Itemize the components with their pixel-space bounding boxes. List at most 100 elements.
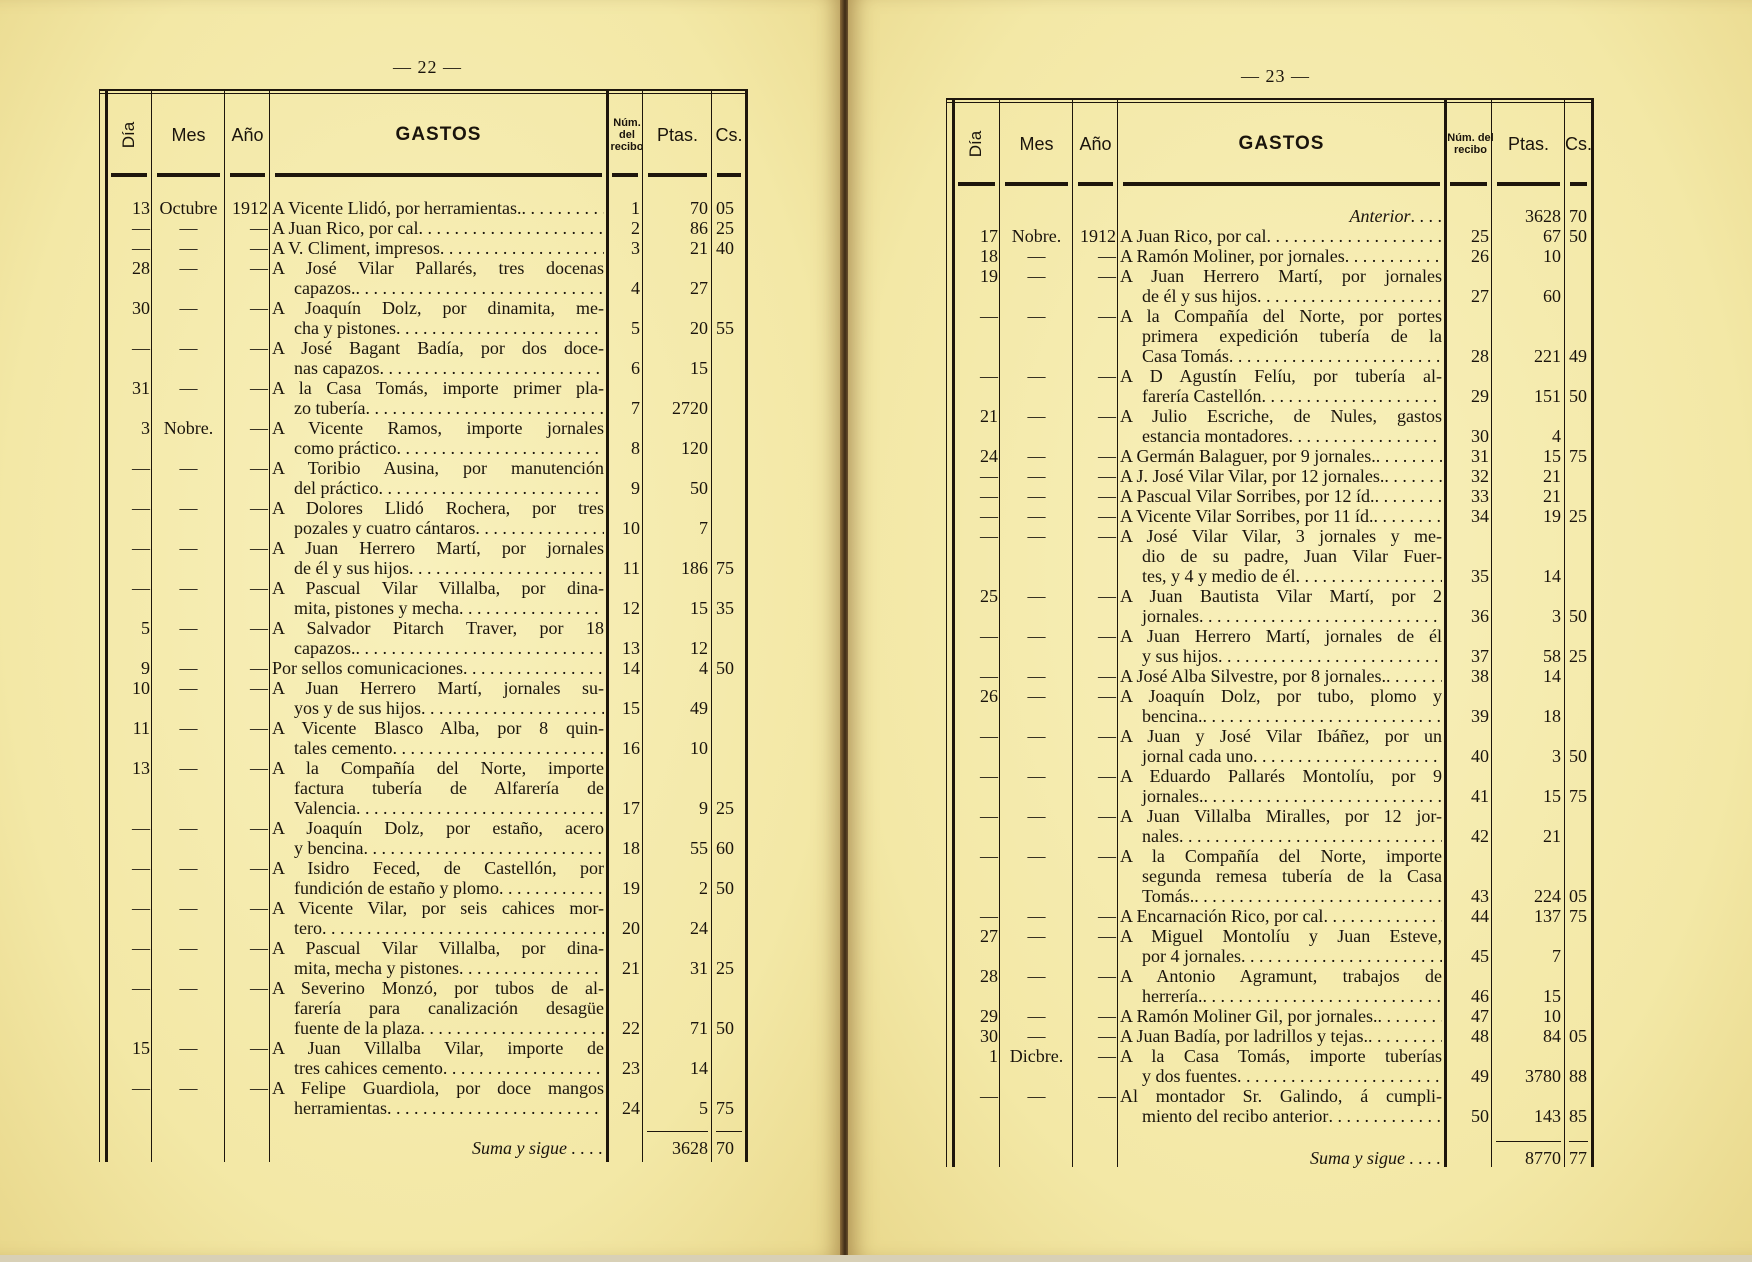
entry-month: — — [1027, 506, 1046, 526]
column-header-ano: Año — [231, 124, 264, 145]
header-rule — [1123, 182, 1440, 186]
receipt-number: 36 — [1445, 586, 1492, 626]
description-line: tero — [272, 918, 604, 938]
total-row: Suma y sigue . . . . 8770 77 — [953, 1148, 1592, 1168]
entry-description: A J. José Vilar Vilar, por 12 jornales. — [1118, 466, 1445, 486]
entry-month: — — [1027, 306, 1046, 326]
total-row: Suma y sigue . . . . 3628 70 — [106, 1138, 746, 1158]
amount-pesetas: 9 — [643, 758, 712, 818]
ledger-entry-row: ———A Encarnación Rico, por cal4413775 — [953, 906, 1592, 926]
entry-day: — — [132, 938, 150, 958]
entry-day: 5 — [141, 618, 150, 638]
amount-pesetas-value: 31 — [690, 958, 708, 978]
entry-day: 18 — [980, 246, 998, 266]
description-text: Valencia — [294, 798, 356, 818]
ledger-entry-row: — — — A Vicente Vilar, por seis cahices mor… — [106, 898, 746, 938]
ledger-body: Anterior . . . . 3628 70 17 Nobre. 1912 A Juan… — [953, 206, 1592, 1126]
entry-year: — — [1098, 1046, 1116, 1066]
ledger-entry-row: ———A Vicente Vilar Sorribes, por 11 íd.3… — [953, 506, 1592, 526]
description-line: segunda remesa tubería de la Casa — [1120, 866, 1442, 886]
entry-day: — — [980, 486, 998, 506]
receipt-number-value: 1 — [631, 198, 640, 218]
description-line: A Vicente Vilar Sorribes, por 11 íd. — [1120, 506, 1442, 526]
total-pesetas: 3628 — [643, 1138, 712, 1158]
ledger-entry-row: 28— — A José Vilar Pallarés, tres docenas c… — [106, 258, 746, 298]
entry-day: 21 — [980, 406, 998, 426]
leader-dots — [459, 958, 604, 978]
description-text: segunda remesa tubería de la Casa — [1142, 866, 1442, 886]
receipt-number: 1 — [607, 198, 643, 218]
description-line: Anterior . . . . — [1120, 206, 1443, 226]
description-line: pozales y cuatro cántaros — [272, 518, 604, 538]
entry-month: — — [1027, 966, 1046, 986]
entry-day: 1 — [989, 1046, 998, 1066]
description-line: primera expedición tubería de la — [1120, 326, 1442, 346]
amount-pesetas-value: 120 — [681, 438, 708, 458]
entry-year: — — [250, 978, 268, 998]
entry-description: A Encarnación Rico, por cal — [1118, 906, 1445, 926]
receipt-number-value: 12 — [622, 598, 640, 618]
column-header-ptas: Ptas. — [656, 124, 699, 145]
table-top-rule — [946, 98, 1594, 100]
description-text: A Isidro Feced, de Castellón, por — [272, 858, 604, 878]
entry-description: A Joaquín Dolz, por dinamita, me-cha y p… — [270, 298, 607, 338]
entry-year: — — [250, 578, 268, 598]
amount-centimos-value: 50 — [1569, 226, 1587, 246]
total-label-text: Suma y sigue — [472, 1138, 567, 1158]
book-gutter — [840, 0, 850, 1255]
description-text: A Juan Herrero Martí, por jornales — [1120, 266, 1442, 286]
receipt-number-value: 31 — [1471, 446, 1489, 466]
entry-day: — — [980, 726, 998, 746]
entry-day: — — [980, 526, 998, 546]
leader-dots — [440, 238, 604, 258]
amount-pesetas: 120 — [643, 418, 712, 458]
amount-pesetas: 7 — [1492, 926, 1565, 966]
description-line: jornal cada uno — [1120, 746, 1442, 766]
amount-pesetas-value: 7 — [1552, 946, 1561, 966]
receipt-number-value: 25 — [1471, 226, 1489, 246]
entry-year: — — [1098, 626, 1116, 646]
description-text: A Dolores Llidó Rochera, por tres — [272, 498, 604, 518]
description-text: A Miguel Montolíu y Juan Esteve, — [1120, 926, 1442, 946]
entry-description: A Joaquín Dolz, por estaño, acero y benci… — [270, 818, 607, 858]
column-header-ano: Año — [1079, 133, 1112, 154]
amount-centimos: 75 — [712, 538, 746, 578]
amount-centimos — [1565, 406, 1592, 446]
ledger-entry-row: 19— — A Juan Herrero Martí, por jornales de… — [953, 266, 1592, 306]
entry-description: A Ramón Moliner Gil, por jornales. — [1118, 1006, 1445, 1026]
amount-pesetas-value: 15 — [690, 358, 708, 378]
entry-day: 10 — [132, 678, 150, 698]
receipt-number: 25 — [1445, 226, 1492, 246]
table-outer-border — [99, 89, 100, 1162]
description-text: tales cemento — [294, 738, 393, 758]
receipt-number: 8 — [607, 418, 643, 458]
entry-day: 31 — [132, 378, 150, 398]
description-line: A Eduardo Pallarés Montolíu, por 9 — [1120, 766, 1442, 786]
header-rule — [648, 173, 707, 177]
column-header-label: Día — [966, 130, 986, 158]
total-label: Suma y sigue . . . . — [270, 1138, 607, 1158]
ledger-entry-row: — — — A Juan Herrero Martí, jornales de él y… — [953, 626, 1592, 666]
description-line: A la Casa Tomás, importe tuberías — [1120, 1046, 1442, 1066]
amount-centimos: 50 — [1565, 366, 1592, 406]
entry-month: — — [1027, 626, 1046, 646]
entry-day: 27 — [980, 926, 998, 946]
ledger-body: 13 Octubre 1912 A Vicente Llidó, por herram… — [106, 198, 746, 1118]
amount-centimos: 35 — [712, 578, 746, 618]
entry-year: — — [250, 258, 268, 278]
receipt-number: 22 — [607, 978, 643, 1038]
header-rule — [230, 173, 265, 177]
entry-month: Octubre — [159, 198, 218, 218]
entry-description: A Juan Herrero Martí, por jornales de él … — [270, 538, 607, 578]
entry-day: — — [132, 338, 150, 358]
header-rule — [1078, 182, 1113, 186]
entry-year: — — [1098, 446, 1116, 466]
total-centimos: 70 — [712, 1138, 746, 1158]
entry-description: A Juan y José Vilar Ibáñez, por un jornal… — [1118, 726, 1445, 766]
receipt-number: 21 — [607, 938, 643, 978]
amount-pesetas: 137 — [1492, 906, 1565, 926]
description-text: fuente de la plaza — [294, 1018, 421, 1038]
description-text: A Juan Badía, por ladrillos y tejas. — [1120, 1026, 1368, 1046]
leader-dots — [1386, 666, 1442, 686]
description-text: A Joaquín Dolz, por tubo, plomo y — [1120, 686, 1442, 706]
